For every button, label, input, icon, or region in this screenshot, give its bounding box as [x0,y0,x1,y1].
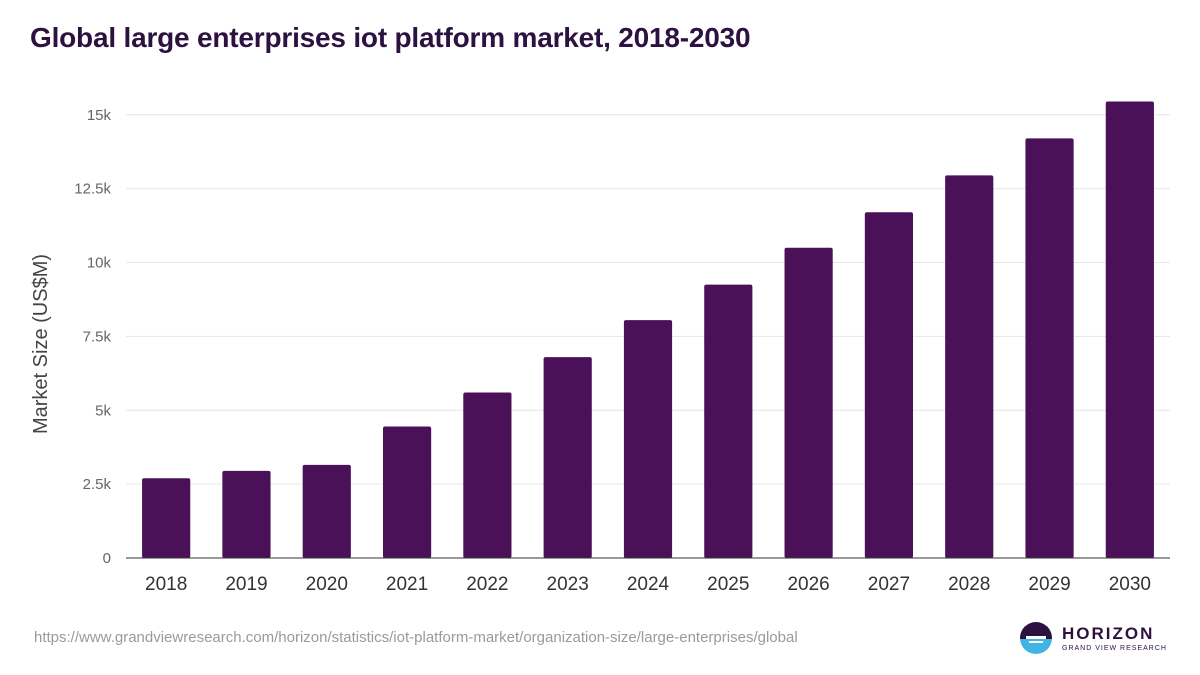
logo-name: HORIZON [1062,623,1155,643]
bar-2023[interactable] [543,357,592,558]
horizon-logo: HORIZON GRAND VIEW RESEARCH [1020,622,1167,654]
bars [142,101,1154,558]
bar-2019[interactable] [222,470,271,558]
x-tick-label: 2030 [1109,574,1151,595]
bar-2026[interactable] [784,247,833,558]
bar-2018[interactable] [142,478,191,558]
chart-title: Global large enterprises iot platform ma… [30,22,751,53]
x-tick-label: 2029 [1028,574,1070,595]
x-tick-label: 2022 [466,574,508,595]
y-axis-label: Market Size (US$M) [30,254,52,434]
x-tick-label: 2027 [868,574,910,595]
x-tick-label: 2020 [306,574,348,595]
bar-2027[interactable] [864,212,914,558]
bar-2025[interactable] [704,284,753,558]
y-tick-label: 5k [95,402,111,419]
bar-2021[interactable] [382,426,432,558]
y-tick-label: 12.5k [74,181,111,198]
y-tick-label: 15k [87,107,112,124]
x-tick-label: 2025 [707,574,749,595]
x-tick-label: 2026 [787,574,829,595]
x-tick-label: 2023 [547,574,589,595]
x-axis-ticks: 2018 2019 2020 2021 2022 2023 2024 2025 2026 2027… [145,574,1151,595]
x-tick-label: 2021 [386,574,428,595]
x-tick-label: 2018 [145,574,187,595]
y-tick-label: 10k [87,255,112,272]
source-url[interactable]: https://www.grandviewresearch.com/horizo… [34,629,798,646]
y-tick-label: 0 [103,550,111,567]
bar-2030[interactable] [1105,101,1154,558]
bar-2020[interactable] [302,464,351,558]
bar-2029[interactable] [1025,138,1074,558]
bar-2022[interactable] [463,392,512,558]
x-tick-label: 2028 [948,574,990,595]
y-tick-label: 7.5k [83,328,112,345]
y-tick-label: 2.5k [83,476,112,493]
y-axis-ticks: 0 2.5k 5k 7.5k 10k 12.5k 15k [74,107,111,567]
logo-subtitle: GRAND VIEW RESEARCH [1062,644,1167,652]
x-tick-label: 2024 [627,574,670,595]
horizon-logo-icon [1020,622,1052,654]
bar-2024[interactable] [623,320,673,558]
bar-2028[interactable] [945,175,994,558]
x-tick-label: 2019 [225,574,267,595]
